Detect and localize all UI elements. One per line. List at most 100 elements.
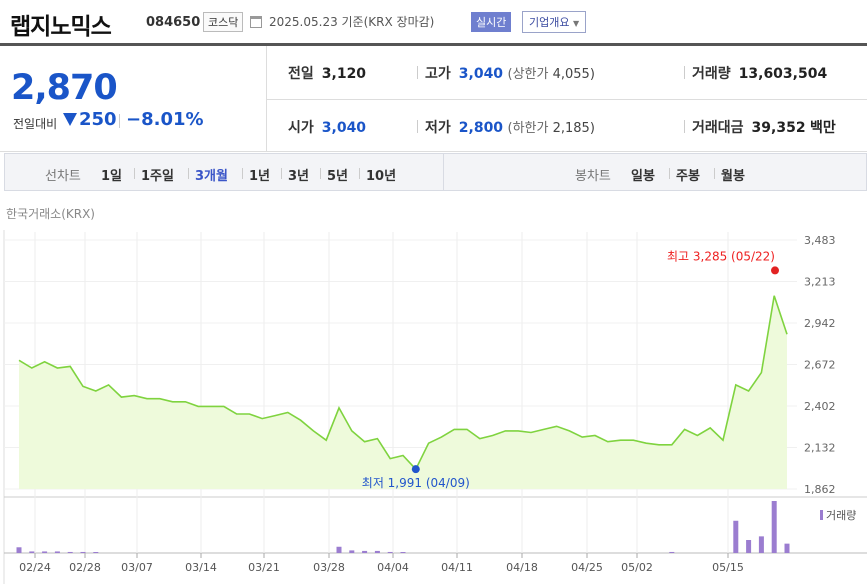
volume-bar bbox=[771, 501, 777, 553]
trading-amount: 거래대금 39,352 백만 bbox=[692, 117, 836, 137]
quote-horizontal-divider bbox=[267, 99, 867, 100]
volume-bar bbox=[54, 551, 60, 553]
quote-panel: 2,870 전일대비 250 −8.01% 전일 3,120 고가 3,040 (상… bbox=[0, 46, 867, 152]
open-price: 시가 3,040 bbox=[288, 117, 366, 137]
quote-vertical-divider bbox=[266, 46, 267, 152]
y-tick-label: 3,483 bbox=[804, 234, 836, 247]
x-tick-label: 04/25 bbox=[571, 561, 603, 574]
down-arrow-icon bbox=[63, 113, 77, 126]
x-tick-label: 05/02 bbox=[621, 561, 653, 574]
open-value: 3,040 bbox=[321, 120, 367, 136]
prev-close-value: 3,120 bbox=[321, 66, 367, 82]
change-divider bbox=[119, 114, 120, 128]
period-1d[interactable]: 1일 bbox=[101, 169, 123, 184]
high-marker bbox=[771, 266, 779, 275]
x-tick-label: 02/28 bbox=[69, 561, 101, 574]
period-divider bbox=[281, 168, 282, 179]
upper-limit: (상한가 4,055) bbox=[508, 67, 595, 82]
y-tick-label: 2,672 bbox=[804, 359, 836, 372]
open-label: 시가 bbox=[288, 120, 314, 136]
prev-close-label: 전일 bbox=[288, 66, 314, 82]
exchange-label: 한국거래소(KRX) bbox=[6, 207, 95, 221]
company-info-label: 기업개요 bbox=[529, 16, 570, 29]
x-tick-label: 04/18 bbox=[506, 561, 538, 574]
volume-legend-swatch bbox=[820, 510, 823, 520]
volume-bar bbox=[80, 551, 86, 553]
volume-bar bbox=[16, 547, 22, 553]
y-tick-label: 2,942 bbox=[804, 317, 836, 330]
x-tick-label: 03/21 bbox=[248, 561, 280, 574]
volume-label: 거래량 bbox=[692, 66, 731, 82]
candle-chart-label: 봉차트 bbox=[575, 169, 611, 184]
cell-divider bbox=[417, 66, 418, 79]
header-divider bbox=[0, 43, 867, 46]
y-tick-label: 2,402 bbox=[804, 400, 836, 413]
amount-label: 거래대금 bbox=[692, 120, 744, 136]
volume-bar bbox=[362, 550, 368, 553]
candle-daily[interactable]: 일봉 bbox=[631, 169, 655, 184]
volume: 거래량 13,603,504 bbox=[692, 63, 827, 83]
price-area bbox=[19, 295, 787, 489]
cell-divider bbox=[684, 120, 685, 133]
y-tick-label: 3,213 bbox=[804, 276, 836, 289]
lower-limit-label: (하한가 bbox=[507, 121, 549, 136]
volume-bar bbox=[336, 546, 342, 553]
amount-unit: 백만 bbox=[810, 120, 836, 136]
volume-bar bbox=[733, 520, 739, 553]
volume-bar bbox=[42, 551, 48, 553]
low-marker bbox=[411, 465, 420, 474]
period-3y[interactable]: 3년 bbox=[288, 169, 310, 184]
period-5y[interactable]: 5년 bbox=[327, 169, 349, 184]
high-label: 최고 3,285 (05/22) bbox=[667, 249, 775, 263]
company-info-dropdown[interactable]: 기업개요 ▼ bbox=[522, 11, 587, 33]
volume-bar bbox=[67, 551, 73, 553]
x-tick-label: 05/15 bbox=[712, 561, 744, 574]
period-10y[interactable]: 10년 bbox=[366, 169, 397, 184]
day-low: 저가 2,800 (하한가 2,185) bbox=[425, 117, 595, 137]
volume-bar bbox=[387, 551, 393, 553]
volume-bar bbox=[758, 536, 764, 553]
stock-header: 랩지노믹스 084650 코스닥 2025.05.23 기준(KRX 장마감) … bbox=[0, 0, 867, 44]
volume-value: 13,603,504 bbox=[738, 66, 828, 82]
volume-bar bbox=[29, 551, 35, 553]
cell-divider bbox=[417, 120, 418, 133]
calendar-icon bbox=[250, 16, 262, 28]
chevron-down-icon: ▼ bbox=[572, 19, 580, 28]
realtime-button[interactable]: 실시간 bbox=[471, 12, 512, 32]
high-value: 3,040 bbox=[458, 66, 504, 82]
current-price: 2,870 bbox=[11, 68, 118, 108]
volume-bar bbox=[669, 551, 675, 553]
volume-bar bbox=[746, 540, 752, 553]
high-label: 고가 bbox=[425, 66, 451, 82]
change-value: 250 bbox=[79, 109, 117, 130]
period-divider bbox=[359, 168, 360, 179]
volume-bar bbox=[400, 552, 406, 553]
period-section-divider bbox=[443, 154, 444, 190]
change-label: 전일대비 bbox=[13, 117, 58, 131]
stock-code: 084650 bbox=[146, 15, 201, 30]
lower-limit: (하한가 2,185) bbox=[508, 121, 595, 136]
y-tick-label: 1,862 bbox=[804, 483, 836, 496]
candle-weekly[interactable]: 주봉 bbox=[676, 169, 700, 184]
change-percent: −8.01% bbox=[126, 109, 204, 130]
period-3m[interactable]: 3개월 bbox=[195, 169, 228, 184]
volume-bar bbox=[93, 552, 99, 553]
stock-name: 랩지노믹스 bbox=[10, 14, 112, 40]
candle-monthly[interactable]: 월봉 bbox=[721, 169, 745, 184]
quote-date: 2025.05.23 기준(KRX 장마감) bbox=[269, 15, 435, 29]
upper-limit-value: 4,055) bbox=[552, 67, 595, 82]
volume-legend-label: 거래량 bbox=[826, 509, 856, 522]
period-1y[interactable]: 1년 bbox=[249, 169, 271, 184]
period-divider bbox=[714, 168, 715, 179]
period-divider bbox=[669, 168, 670, 179]
amount-value: 39,352 bbox=[751, 120, 806, 136]
low-value: 2,800 bbox=[458, 120, 504, 136]
x-tick-label: 03/28 bbox=[313, 561, 345, 574]
low-label: 저가 bbox=[425, 120, 451, 136]
cell-divider bbox=[684, 66, 685, 79]
period-1w[interactable]: 1주일 bbox=[141, 169, 174, 184]
market-badge: 코스닥 bbox=[203, 12, 244, 32]
volume-bar bbox=[374, 550, 380, 553]
x-tick-label: 04/11 bbox=[441, 561, 473, 574]
